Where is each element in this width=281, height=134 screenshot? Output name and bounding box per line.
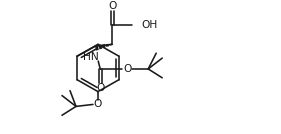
Text: O: O xyxy=(97,83,105,93)
Text: O: O xyxy=(94,99,102,109)
Text: O: O xyxy=(108,1,117,11)
Text: HN: HN xyxy=(83,52,99,62)
Text: OH: OH xyxy=(141,20,157,30)
Text: O: O xyxy=(123,64,132,74)
